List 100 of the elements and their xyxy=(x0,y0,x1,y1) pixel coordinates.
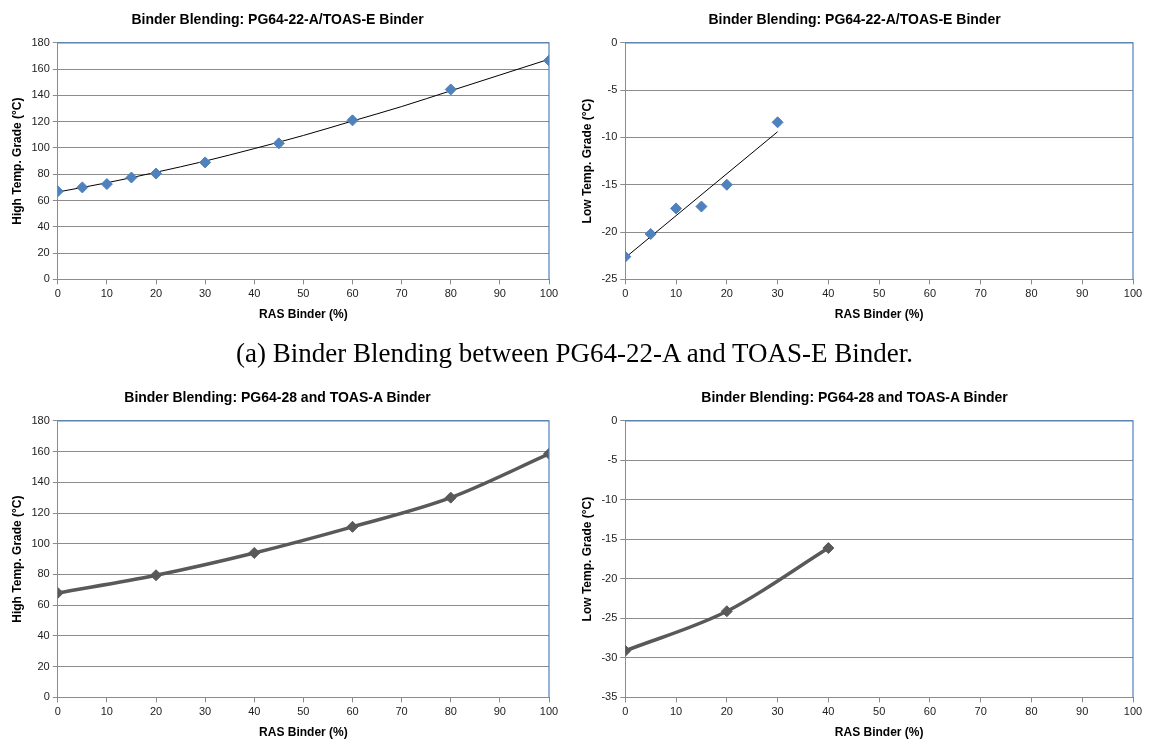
y-axis-title: High Temp. Grade (°C) xyxy=(9,495,24,623)
y-tick-label: -5 xyxy=(607,83,618,96)
point xyxy=(695,200,708,213)
x-axis-title: RAS Binder (%) xyxy=(834,307,924,322)
x-tick-label: 100 xyxy=(1123,705,1143,718)
chart-title: Binder Blending: PG64-22-A/TOAS-E Binder xyxy=(708,11,1002,28)
point xyxy=(199,156,212,169)
x-tick-label: 0 xyxy=(54,705,61,718)
y-tick-label: 80 xyxy=(37,167,50,180)
y-tick-label: 100 xyxy=(31,536,50,549)
point xyxy=(272,137,285,150)
point xyxy=(346,520,359,533)
y-tick-label: 20 xyxy=(37,659,50,672)
point xyxy=(248,546,261,559)
x-tick-label: 30 xyxy=(199,705,212,718)
x-tick-label: 80 xyxy=(1025,705,1038,718)
x-tick-label: 50 xyxy=(873,705,886,718)
x-tick-label: 80 xyxy=(444,287,457,300)
x-tick-label: 60 xyxy=(923,705,937,718)
point xyxy=(346,114,359,127)
point xyxy=(822,542,835,555)
x-tick-label: 90 xyxy=(1076,705,1089,718)
x-tick-label: 0 xyxy=(622,705,629,718)
x-tick-label: 40 xyxy=(822,705,835,718)
y-tick-label: 40 xyxy=(37,628,50,641)
y-tick-label: 160 xyxy=(31,62,50,75)
y-tick-label: 0 xyxy=(611,413,618,426)
y-tick-label: 120 xyxy=(31,114,50,127)
x-tick-label: 40 xyxy=(248,287,261,300)
x-tick-label: 20 xyxy=(149,287,163,300)
x-tick-label: 10 xyxy=(100,705,113,718)
x-tick-label: 40 xyxy=(248,705,261,718)
y-tick-label: 160 xyxy=(31,444,50,457)
y-tick-label: -15 xyxy=(601,532,618,545)
x-tick-label: 50 xyxy=(297,705,310,718)
x-tick-label: 50 xyxy=(873,287,886,300)
y-tick-label: 60 xyxy=(37,598,50,611)
x-tick-label: 90 xyxy=(1076,287,1089,300)
y-tick-label: 80 xyxy=(37,567,50,580)
x-tick-label: 10 xyxy=(100,287,113,300)
y-tick-label: 140 xyxy=(31,88,50,101)
x-tick-label: 50 xyxy=(297,287,310,300)
y-tick-label: -15 xyxy=(601,177,618,190)
x-tick-label: 10 xyxy=(669,287,683,300)
x-tick-label: 70 xyxy=(974,705,987,718)
x-tick-label: 70 xyxy=(395,705,408,718)
x-tick-label: 10 xyxy=(669,705,683,718)
y-tick-label: 180 xyxy=(31,413,50,426)
x-tick-label: 30 xyxy=(199,287,212,300)
x-axis-title: RAS Binder (%) xyxy=(834,725,924,740)
point xyxy=(444,83,457,96)
x-tick-label: 80 xyxy=(1025,287,1038,300)
y-tick-label: 120 xyxy=(31,506,50,519)
x-tick-label: 90 xyxy=(493,287,506,300)
y-tick-label: -20 xyxy=(601,225,618,238)
y-axis-title: Low Temp. Grade (°C) xyxy=(579,98,594,224)
x-tick-label: 40 xyxy=(822,287,835,300)
x-tick-label: 60 xyxy=(346,705,359,718)
x-tick-label: 0 xyxy=(622,287,629,300)
x-tick-label: 60 xyxy=(923,287,937,300)
x-tick-label: 70 xyxy=(974,287,987,300)
y-tick-label: 0 xyxy=(43,272,50,285)
y-tick-label: 60 xyxy=(37,193,50,206)
x-tick-label: 20 xyxy=(149,705,163,718)
y-tick-label: 0 xyxy=(43,690,50,703)
y-tick-label: -20 xyxy=(601,571,618,584)
chart-title: Binder Blending: PG64-28 and TOAS-A Binder xyxy=(701,389,1009,406)
x-tick-label: 100 xyxy=(539,705,559,718)
x-tick-label: 30 xyxy=(771,705,784,718)
y-axis-title: Low Temp. Grade (°C) xyxy=(579,496,594,622)
y-tick-label: -10 xyxy=(601,492,618,505)
x-axis-title: RAS Binder (%) xyxy=(259,725,348,740)
x-tick-label: 70 xyxy=(395,287,408,300)
point xyxy=(444,491,457,504)
point xyxy=(125,171,138,184)
x-tick-label: 60 xyxy=(346,287,359,300)
point xyxy=(771,116,784,129)
point xyxy=(100,178,113,191)
x-tick-label: 100 xyxy=(1123,287,1143,300)
y-tick-label: 40 xyxy=(37,219,50,232)
text: (a) Binder Blending between PG64-22-A and TOAS-E Binder. xyxy=(235,338,914,369)
y-tick-label: 0 xyxy=(611,35,618,48)
chart-title: Binder Blending: PG64-28 and TOAS-A Binder xyxy=(124,389,432,406)
point xyxy=(150,167,162,180)
point xyxy=(670,202,683,215)
x-axis-title: RAS Binder (%) xyxy=(259,307,348,322)
chart-title: Binder Blending: PG64-22-A/TOAS-E Binder xyxy=(131,11,425,28)
y-tick-label: -5 xyxy=(607,453,618,466)
point xyxy=(150,569,162,582)
x-tick-label: 100 xyxy=(539,287,559,300)
x-tick-label: 90 xyxy=(493,705,506,718)
point xyxy=(644,227,657,240)
x-tick-label: 80 xyxy=(444,705,457,718)
x-tick-label: 30 xyxy=(771,287,784,300)
x-tick-label: 0 xyxy=(54,287,61,300)
y-tick-label: -10 xyxy=(601,130,618,143)
y-tick-label: -25 xyxy=(601,272,618,285)
y-tick-label: 100 xyxy=(31,140,50,153)
y-tick-label: -30 xyxy=(601,650,618,663)
x-tick-label: 20 xyxy=(720,287,733,300)
